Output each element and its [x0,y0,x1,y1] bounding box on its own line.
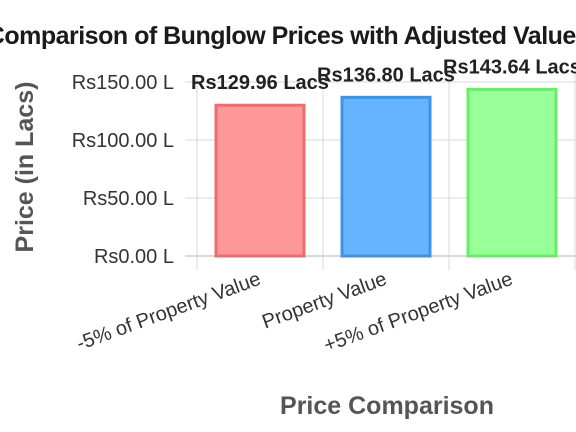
x-tick-label: -5% of Property Value [74,268,264,355]
bar [214,103,306,258]
data-label: Rs136.80 Lacs [317,64,455,86]
bar [466,87,558,258]
bars [214,87,558,258]
x-axis-label: Price Comparison [280,392,494,420]
bar [340,95,432,258]
y-tick-label: Rs50.00 L [83,188,174,210]
data-label: Rs143.64 Lacs [443,56,576,78]
data-label: Rs129.96 Lacs [191,72,329,94]
chart-title: Comparison of Bunglow Prices with Adjust… [0,22,576,50]
y-tick-label: Rs100.00 L [72,130,174,152]
y-tick-label: Rs150.00 L [72,72,174,94]
y-axis-label: Price (in Lacs) [11,82,39,253]
y-axis-ticks: Rs0.00 L Rs50.00 L Rs100.00 L Rs150.00 L [72,72,174,268]
y-tick-label: Rs0.00 L [94,246,174,268]
